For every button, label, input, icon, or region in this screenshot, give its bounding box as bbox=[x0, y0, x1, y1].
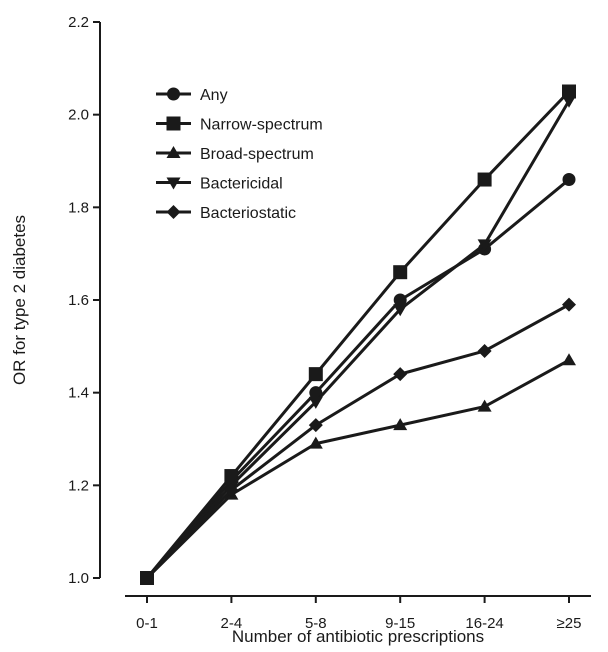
x-tick-label: 16-24 bbox=[465, 615, 503, 632]
data-point bbox=[140, 571, 154, 585]
y-tick-label: 2.2 bbox=[68, 14, 89, 31]
legend-item-any: Any bbox=[156, 87, 228, 104]
data-point bbox=[393, 265, 408, 280]
y-axis-title: OR for type 2 diabetes bbox=[10, 215, 29, 385]
y-tick-label: 1.2 bbox=[68, 477, 89, 494]
data-point bbox=[308, 367, 323, 382]
series-line bbox=[145, 178, 570, 579]
data-point bbox=[393, 367, 408, 382]
series-line bbox=[145, 358, 570, 580]
data-point bbox=[393, 304, 408, 317]
legend: Any Narrow-spectrum Broad-spectrum Bacteric… bbox=[156, 87, 323, 222]
series-line bbox=[145, 90, 571, 579]
legend-marker bbox=[167, 87, 180, 101]
data-point bbox=[562, 95, 576, 108]
y-tick-label: 1.8 bbox=[68, 199, 89, 216]
y-tick-label: 1.6 bbox=[68, 292, 89, 309]
legend-marker bbox=[166, 177, 181, 190]
legend-label: Broad-spectrum bbox=[200, 146, 314, 163]
legend-marker bbox=[166, 205, 181, 219]
series-line bbox=[145, 303, 570, 580]
legend-item-bacteriostatic: Bacteriostatic bbox=[156, 205, 296, 222]
legend-marker bbox=[166, 146, 181, 158]
y-tick-label: 2.0 bbox=[68, 107, 89, 124]
y-ticks: 1.0 1.2 1.4 1.6 1.8 2.0 2.2 bbox=[68, 14, 100, 587]
axes: 1.0 1.2 1.4 1.6 1.8 2.0 2.2 0-1 2-4 5-8 9-15 16-24… bbox=[68, 14, 591, 632]
data-point bbox=[562, 173, 576, 187]
data-point bbox=[224, 482, 239, 497]
legend-label: Bactericidal bbox=[200, 176, 283, 193]
series-line bbox=[145, 100, 571, 580]
data-point bbox=[477, 343, 492, 358]
legend-label: Bacteriostatic bbox=[200, 205, 296, 222]
legend-item-bactericidal: Bactericidal bbox=[156, 176, 283, 193]
x-tick-label: 5-8 bbox=[305, 615, 327, 632]
y-tick-label: 1.0 bbox=[68, 570, 89, 587]
legend-marker bbox=[166, 116, 181, 131]
data-point bbox=[477, 239, 492, 252]
legend-label: Narrow-spectrum bbox=[200, 117, 323, 134]
data-point bbox=[308, 418, 323, 433]
x-ticks: 0-1 2-4 5-8 9-15 16-24 ≥25 bbox=[136, 596, 581, 632]
data-point bbox=[393, 418, 408, 431]
data-point bbox=[224, 469, 239, 484]
data-point bbox=[562, 84, 576, 99]
x-tick-label: 0-1 bbox=[136, 615, 158, 632]
legend-item-narrow-spectrum: Narrow-spectrum bbox=[156, 116, 323, 134]
data-point bbox=[477, 399, 492, 412]
data-point bbox=[308, 436, 323, 449]
series-broad-spectrum bbox=[140, 353, 576, 583]
series-layer bbox=[140, 84, 576, 585]
data-point bbox=[477, 172, 492, 187]
x-tick-label: 9-15 bbox=[385, 615, 415, 632]
legend-item-broad-spectrum: Broad-spectrum bbox=[156, 146, 314, 163]
data-point bbox=[309, 386, 323, 400]
x-tick-label: ≥25 bbox=[557, 615, 582, 632]
series-any bbox=[140, 173, 576, 585]
series-bacteriostatic bbox=[140, 297, 576, 585]
legend-label: Any bbox=[200, 87, 228, 104]
data-point bbox=[562, 353, 576, 366]
data-point bbox=[393, 293, 407, 307]
data-point bbox=[308, 396, 323, 409]
y-tick-label: 1.4 bbox=[68, 385, 89, 402]
data-point bbox=[562, 297, 576, 312]
x-tick-label: 2-4 bbox=[221, 615, 243, 632]
x-axis-title: Number of antibiotic prescriptions bbox=[232, 627, 484, 646]
